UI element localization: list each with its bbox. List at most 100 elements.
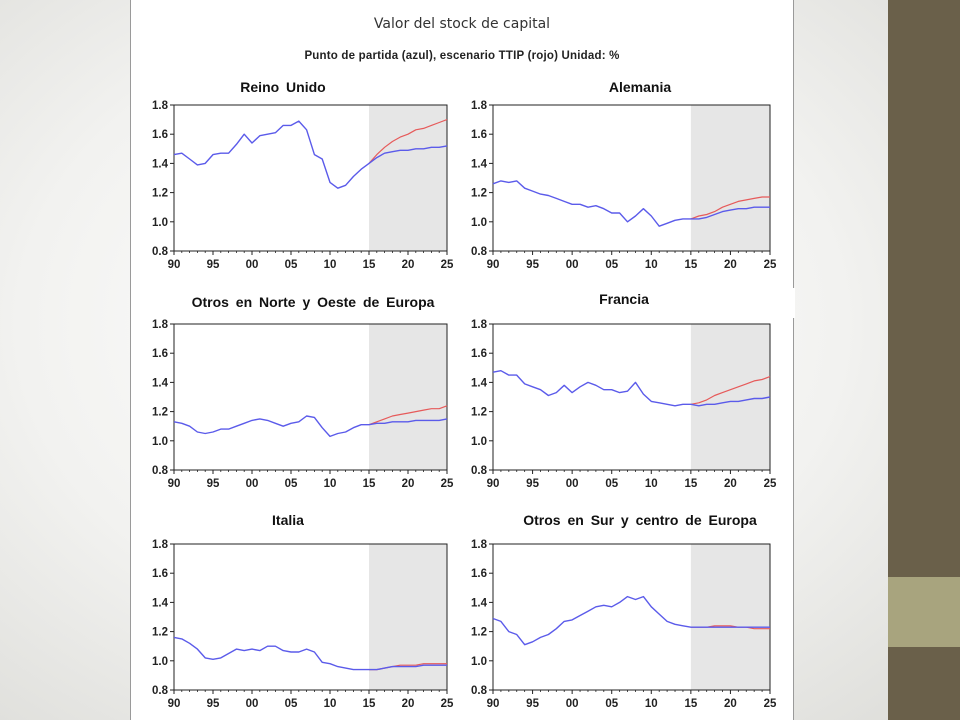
figure-panel: Valor del stock de capital Punto de part…: [130, 0, 794, 720]
y-tick-label: 1.0: [471, 436, 487, 448]
ttip-series-line: [368, 405, 448, 426]
y-tick-label: 1.6: [471, 129, 487, 141]
plot-frame: [173, 543, 448, 691]
baseline-series-line: [173, 120, 448, 189]
x-tick-label: 05: [605, 698, 618, 710]
x-tick-label: 15: [684, 259, 697, 271]
x-tick-label: 00: [246, 698, 259, 710]
x-tick-label: 10: [645, 478, 658, 490]
x-tick-label: 10: [324, 698, 337, 710]
forecast-shading: [369, 544, 447, 690]
ttip-series-line: [690, 376, 771, 405]
y-tick-label: 0.8: [152, 685, 169, 697]
decorative-accent-block: [888, 577, 960, 647]
x-tick-label: 20: [402, 259, 415, 271]
x-tick-label: 95: [526, 478, 539, 490]
y-tick-label: 1.2: [152, 188, 168, 200]
y-tick-label: 1.6: [152, 568, 168, 580]
x-tick-label: 90: [168, 478, 181, 490]
chart-title: Reino Unido: [240, 79, 325, 95]
x-tick-label: 05: [605, 259, 618, 271]
x-tick-label: 15: [684, 478, 697, 490]
x-tick-label: 15: [363, 259, 376, 271]
x-tick-label: 25: [441, 259, 454, 271]
plot-frame: [173, 104, 448, 252]
chart-title: Francia: [599, 291, 649, 307]
x-tick-label: 90: [487, 698, 500, 710]
x-tick-label: 90: [487, 259, 500, 271]
y-tick-label: 1.8: [471, 319, 488, 331]
chart-title: Alemania: [609, 79, 671, 95]
x-tick-label: 20: [724, 259, 737, 271]
plot-frame: [492, 104, 771, 252]
x-tick-label: 95: [207, 698, 220, 710]
panel-edge-mask: [786, 288, 795, 318]
y-tick-label: 1.2: [471, 188, 487, 200]
chart-title: Otros en Norte y Oeste de Europa: [192, 294, 435, 310]
y-tick-label: 1.6: [471, 568, 487, 580]
ttip-series-line: [690, 196, 770, 220]
forecast-shading: [690, 105, 770, 251]
x-tick-label: 90: [168, 698, 181, 710]
slide-title: Valor del stock de capital: [373, 16, 551, 32]
x-tick-label: 10: [645, 259, 658, 271]
baseline-series-line: [492, 180, 770, 227]
x-tick-label: 15: [363, 698, 376, 710]
y-tick-label: 1.8: [152, 539, 169, 551]
forecast-shading: [690, 544, 770, 690]
x-tick-label: 10: [324, 259, 337, 271]
x-tick-label: 25: [764, 478, 777, 490]
x-tick-label: 05: [285, 698, 298, 710]
y-tick-label: 1.8: [471, 100, 488, 112]
y-tick-label: 1.6: [152, 129, 168, 141]
x-tick-label: 05: [285, 259, 298, 271]
x-tick-label: 25: [764, 259, 777, 271]
figure-subtitle: Punto de partida (azul), escenario TTIP …: [304, 50, 620, 62]
y-tick-label: 0.8: [152, 246, 169, 258]
y-tick-label: 1.4: [152, 158, 169, 170]
x-tick-label: 15: [363, 478, 376, 490]
x-tick-label: 25: [441, 478, 454, 490]
baseline-series-line: [173, 636, 447, 671]
baseline-series-line: [492, 595, 770, 646]
y-tick-label: 1.8: [152, 319, 169, 331]
y-tick-label: 1.4: [152, 597, 169, 609]
chart-title: Otros en Sur y centro de Europa: [523, 512, 757, 528]
x-tick-label: 00: [566, 698, 579, 710]
x-tick-label: 95: [207, 259, 220, 271]
y-tick-label: 1.6: [471, 348, 487, 360]
baseline-series-line: [173, 415, 448, 438]
baseline-series-line: [492, 370, 771, 407]
x-tick-label: 10: [645, 698, 658, 710]
y-tick-label: 1.0: [471, 217, 487, 229]
x-tick-label: 90: [487, 478, 500, 490]
chart-title: Italia: [272, 512, 304, 528]
x-tick-label: 10: [324, 478, 337, 490]
forecast-shading: [690, 324, 770, 470]
x-tick-label: 95: [526, 259, 539, 271]
y-tick-label: 1.4: [471, 597, 488, 609]
plot-frame: [173, 323, 448, 471]
x-tick-label: 20: [724, 698, 737, 710]
y-tick-label: 1.4: [152, 377, 169, 389]
x-tick-label: 20: [402, 698, 415, 710]
x-tick-label: 05: [605, 478, 618, 490]
y-tick-label: 0.8: [471, 246, 488, 258]
ttip-series-line: [368, 119, 448, 164]
x-tick-label: 20: [724, 478, 737, 490]
x-tick-label: 95: [207, 478, 220, 490]
y-tick-label: 0.8: [152, 465, 169, 477]
forecast-shading: [369, 105, 447, 251]
x-tick-label: 00: [566, 259, 579, 271]
x-tick-label: 00: [246, 478, 259, 490]
y-tick-label: 1.2: [471, 627, 487, 639]
x-tick-label: 25: [441, 698, 454, 710]
y-tick-label: 1.0: [152, 436, 168, 448]
y-tick-label: 1.0: [471, 656, 487, 668]
x-tick-label: 95: [526, 698, 539, 710]
y-tick-label: 1.4: [471, 158, 488, 170]
y-tick-label: 1.2: [152, 407, 168, 419]
x-tick-label: 00: [246, 259, 259, 271]
y-tick-label: 1.2: [471, 407, 487, 419]
